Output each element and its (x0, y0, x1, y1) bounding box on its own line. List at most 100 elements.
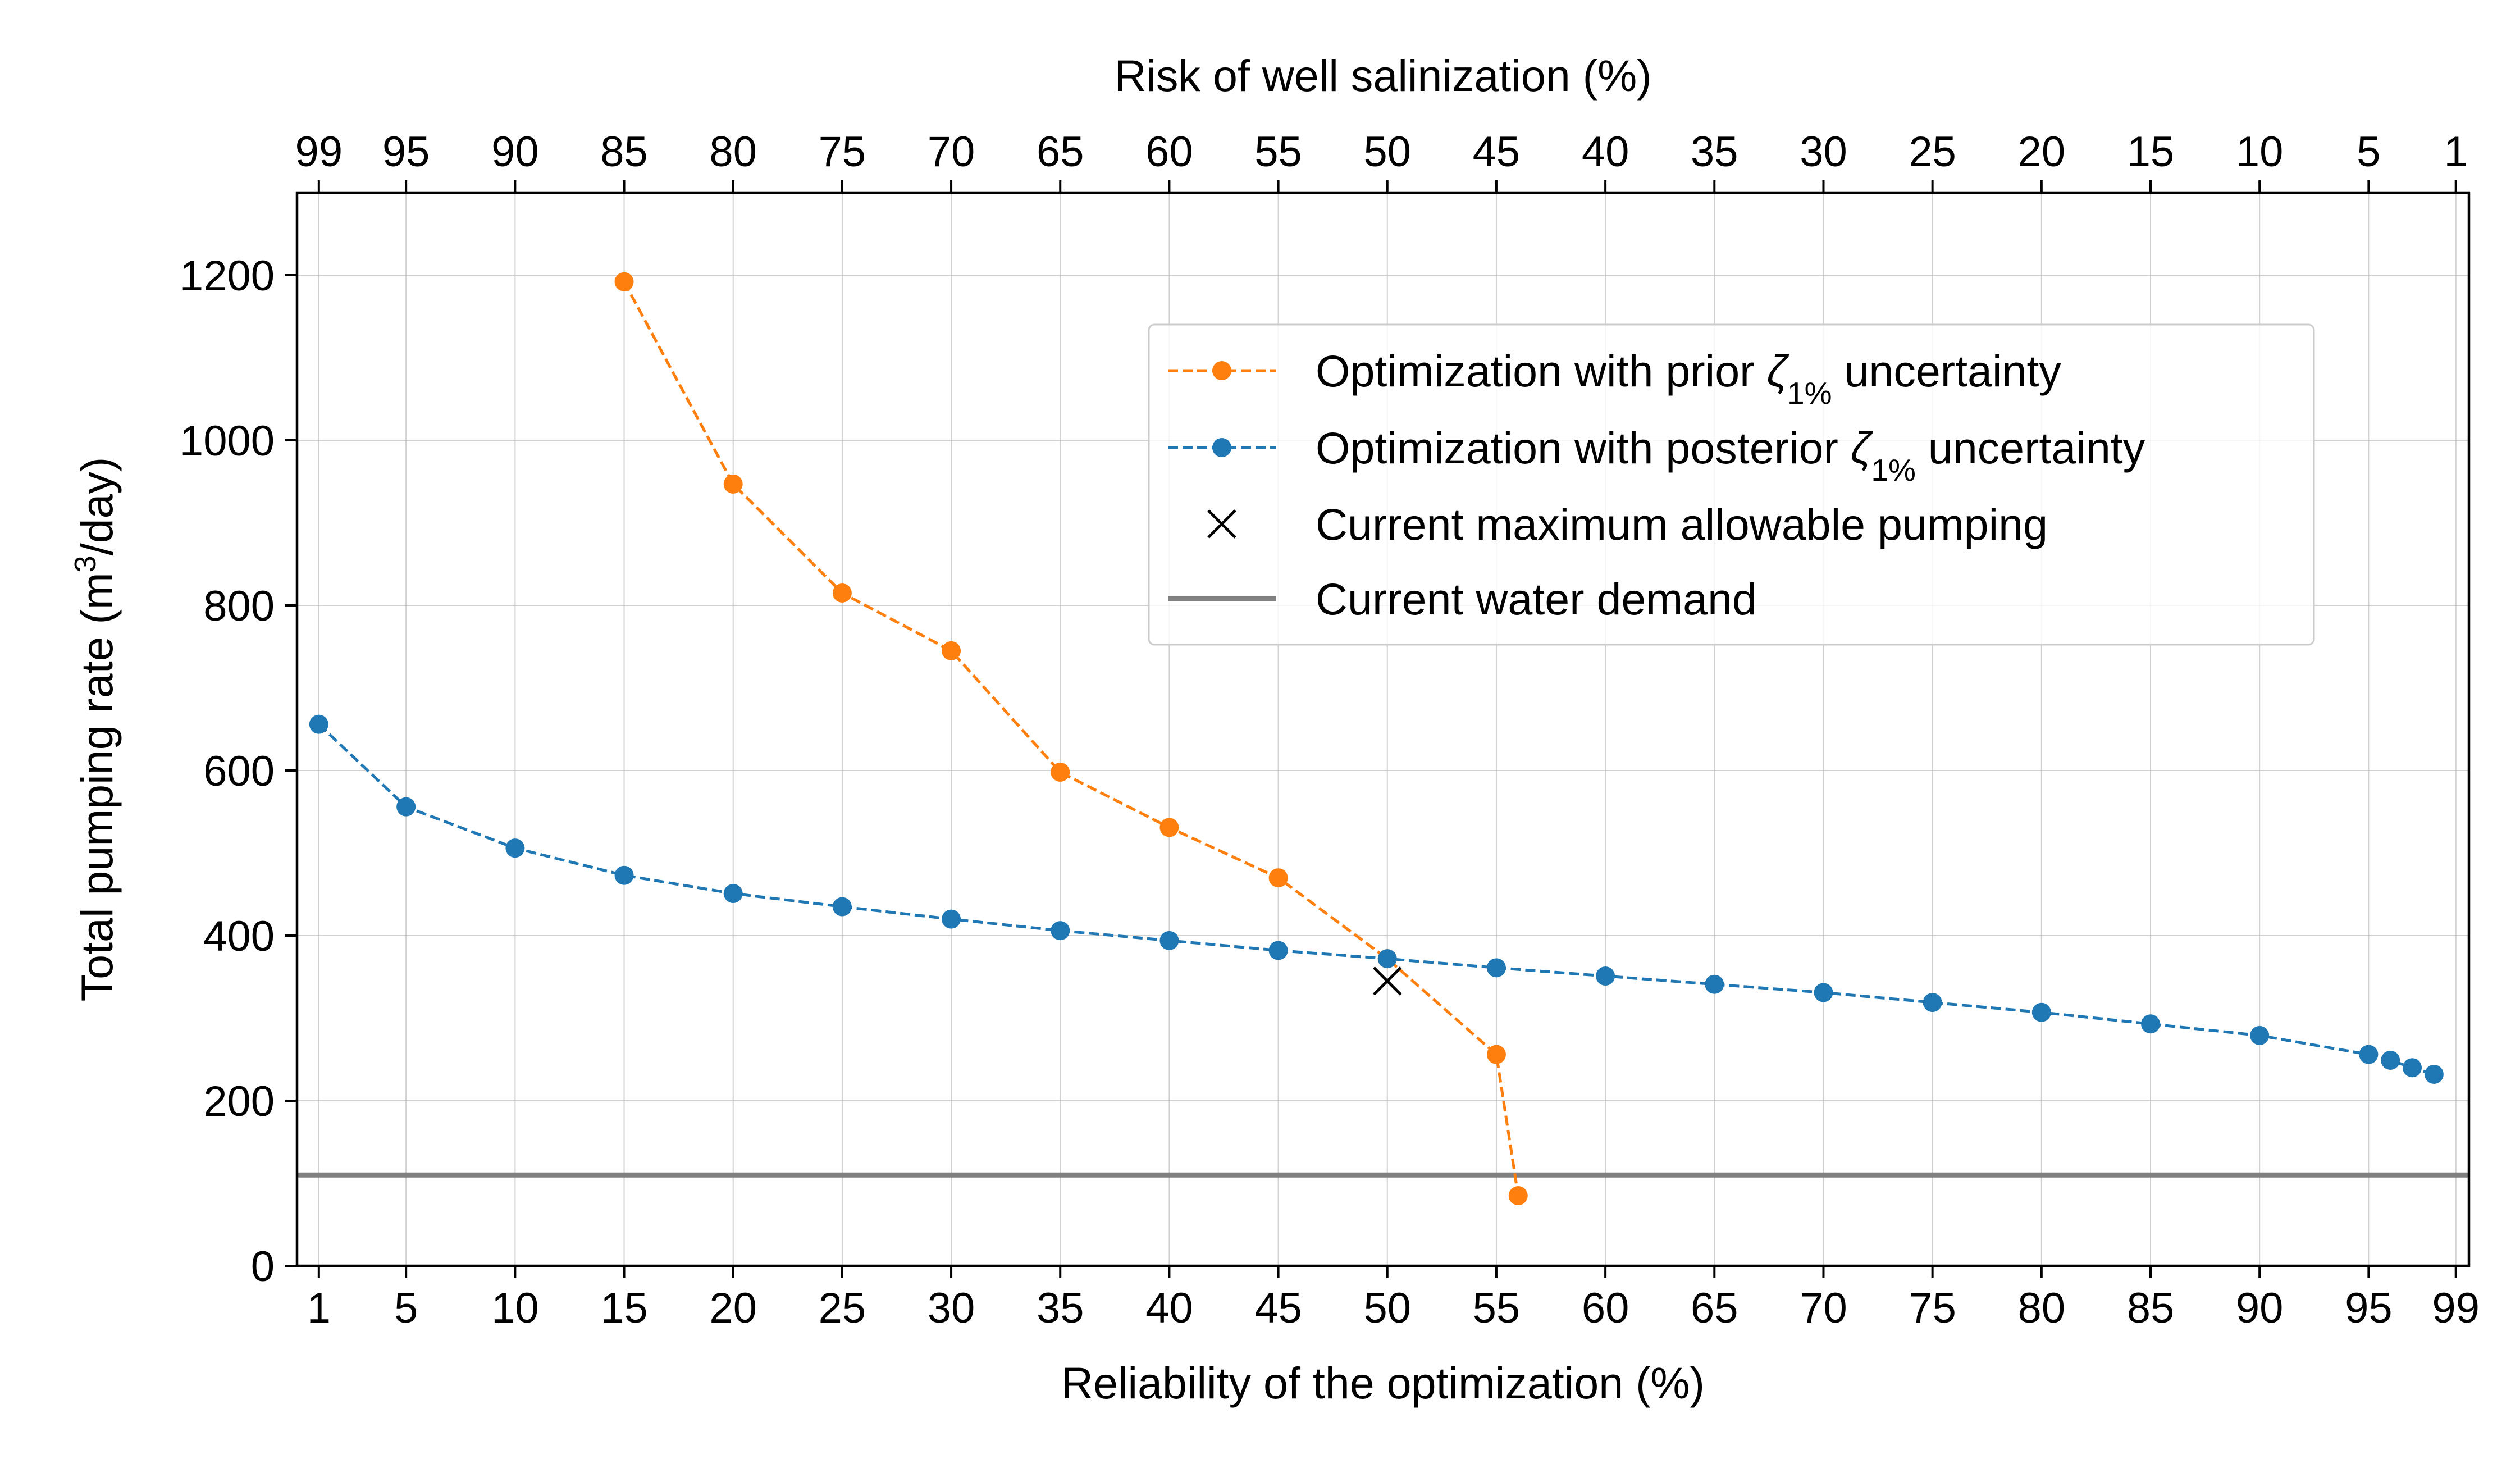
top-tick-label-0: 99 (295, 128, 343, 176)
y-axis-label-superscript: 3 (69, 555, 102, 572)
top-tick-label-13: 35 (1691, 128, 1738, 176)
series-0-point-6 (1268, 868, 1288, 888)
legend-label-suffix-1: uncertainty (1916, 423, 2145, 473)
y-tick-label-4: 800 (203, 582, 275, 630)
x-tick-label-10: 50 (1363, 1284, 1411, 1332)
legend-label-prefix-1: Optimization with posterior (1316, 423, 1851, 473)
top-tick-label-17: 15 (2127, 128, 2175, 176)
x-tick-label-15: 75 (1909, 1284, 1956, 1332)
series-1-point-4 (723, 884, 743, 904)
top-tick-label-2: 90 (491, 128, 539, 176)
series-1-point-6 (942, 909, 961, 929)
legend-handle-marker-2-stroke-b (1207, 509, 1236, 539)
series-1-point-19 (2359, 1045, 2379, 1064)
series-1-point-16 (2031, 1002, 2051, 1022)
top-tick-label-5: 75 (819, 128, 866, 176)
x-tick-label-5: 25 (819, 1284, 866, 1332)
top-tick-label-19: 5 (2357, 128, 2380, 176)
series-1-point-7 (1051, 921, 1070, 941)
y-tick-label-6: 1200 (180, 252, 275, 300)
legend-entry-1: Optimization with posterior ζ1% uncertai… (1168, 423, 2145, 487)
x-tick-label-9: 45 (1254, 1284, 1302, 1332)
series-1-point-18 (2250, 1025, 2270, 1045)
series-1-line (318, 723, 2435, 1076)
top-tick-label-14: 30 (1800, 128, 1847, 176)
y-ticks: 0 200 400 600 800 1000 1200 (180, 252, 297, 1291)
legend-label-2: Current maximum allowable pumping (1316, 499, 2048, 549)
x-tick-label-1: 5 (394, 1284, 418, 1332)
series-0-point-2 (832, 583, 852, 603)
legend-label-subscript-1: 1% (1871, 453, 1916, 487)
legend-box (1148, 323, 2315, 646)
series-0-point-0 (614, 272, 634, 291)
series-0-point-5 (1159, 818, 1179, 837)
x-tick-label-19: 95 (2345, 1284, 2393, 1332)
x-tick-label-14: 70 (1800, 1284, 1847, 1332)
y-axis-label: Total pumping rate (m3/day) (69, 457, 122, 1002)
series-1 (309, 714, 2444, 1084)
top-tick-label-20: 1 (2444, 128, 2468, 176)
series-1-point-13 (1705, 974, 1724, 994)
series-1-point-15 (1923, 993, 1942, 1013)
legend: Optimization with prior ζ1% uncertaintyO… (1148, 323, 2315, 646)
y-tick-label-2: 400 (203, 913, 275, 960)
series-1-point-2 (505, 838, 525, 858)
top-tick-label-4: 80 (709, 128, 757, 176)
legend-entry-3: Current water demand (1168, 574, 1757, 624)
x-tick-label-8: 40 (1145, 1284, 1193, 1332)
y-axis-label-suffix: /day) (72, 457, 122, 556)
top-tick-label-15: 25 (1909, 128, 1956, 176)
x-tick-label-0: 1 (307, 1284, 331, 1332)
top-x-ticks: 99 95 90 85 80 75 70 65 60 55 50 45 40 35 30 25 20 15 10 5 1 (295, 128, 2468, 193)
legend-label-0: Optimization with prior ζ1% uncertainty (1316, 346, 2061, 411)
legend-entries: Optimization with prior ζ1% uncertaintyO… (1168, 346, 2145, 624)
legend-handle-marker-0 (1212, 361, 1231, 380)
top-tick-label-3: 85 (600, 128, 648, 176)
series-0-point-8 (1486, 1045, 1506, 1064)
y-tick-label-3: 600 (203, 747, 275, 795)
series-0-line (623, 281, 1520, 1196)
x-tick-label-12: 60 (1582, 1284, 1629, 1332)
series-1-point-1 (396, 797, 416, 817)
x-tick-label-3: 15 (600, 1284, 648, 1332)
series-0-point-1 (723, 474, 743, 494)
series (309, 272, 2444, 1206)
x-tick-label-20: 99 (2432, 1284, 2480, 1332)
top-tick-label-10: 50 (1363, 128, 1411, 176)
y-tick-label-1: 200 (203, 1078, 275, 1125)
legend-label-symbol-1: ζ (1851, 423, 1873, 473)
series-1-point-20 (2381, 1050, 2400, 1070)
y-axis-label-prefix: Total pumping rate (m (72, 572, 122, 1001)
x-axis-label: Reliability of the optimization (%) (1061, 1358, 1705, 1408)
top-tick-label-16: 20 (2018, 128, 2066, 176)
top-tick-label-11: 45 (1473, 128, 1521, 176)
x-tick-label-6: 30 (928, 1284, 975, 1332)
legend-label-suffix-0: uncertainty (1832, 346, 2062, 396)
series-1-point-10 (1377, 949, 1397, 969)
series-1-point-21 (2403, 1058, 2422, 1078)
x-tick-label-11: 55 (1473, 1284, 1521, 1332)
top-tick-label-6: 70 (928, 128, 975, 176)
legend-label-prefix-0: Optimization with prior (1316, 346, 1766, 396)
series-0 (614, 272, 1528, 1206)
legend-handle-marker-1 (1212, 438, 1231, 457)
series-1-point-12 (1596, 966, 1615, 986)
top-tick-label-1: 95 (382, 128, 430, 176)
series-1-point-22 (2424, 1064, 2444, 1084)
series-1-point-11 (1486, 958, 1506, 978)
series-1-point-14 (1814, 983, 1833, 1002)
legend-entry-0: Optimization with prior ζ1% uncertainty (1168, 346, 2061, 411)
x-tick-label-13: 65 (1691, 1284, 1738, 1332)
series-1-point-17 (2141, 1014, 2161, 1034)
series-1-point-5 (832, 897, 852, 917)
series-1-point-3 (614, 865, 634, 885)
series-1-point-8 (1159, 931, 1179, 950)
x-tick-label-7: 35 (1037, 1284, 1084, 1332)
x-tick-label-4: 20 (709, 1284, 757, 1332)
plot-frame (295, 191, 2471, 1267)
bottom-x-ticks: 1 5 10 15 20 25 30 35 40 45 50 55 60 65 70 75 80 85 90 95 99 (307, 1266, 2480, 1332)
top-tick-label-9: 55 (1254, 128, 1302, 176)
x-tick-label-2: 10 (491, 1284, 539, 1332)
series-1-point-0 (309, 714, 328, 734)
